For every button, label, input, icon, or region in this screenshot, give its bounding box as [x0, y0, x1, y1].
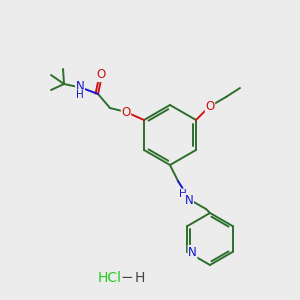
Text: −: − [121, 271, 134, 286]
Text: H: H [135, 271, 145, 285]
Text: HCl: HCl [98, 271, 122, 285]
Text: N: N [76, 80, 84, 94]
Text: O: O [122, 106, 130, 118]
Text: O: O [206, 100, 214, 112]
Text: H: H [76, 90, 84, 100]
Text: N: N [184, 194, 194, 206]
Text: O: O [96, 68, 106, 82]
Text: H: H [179, 189, 187, 199]
Text: N: N [188, 245, 197, 259]
